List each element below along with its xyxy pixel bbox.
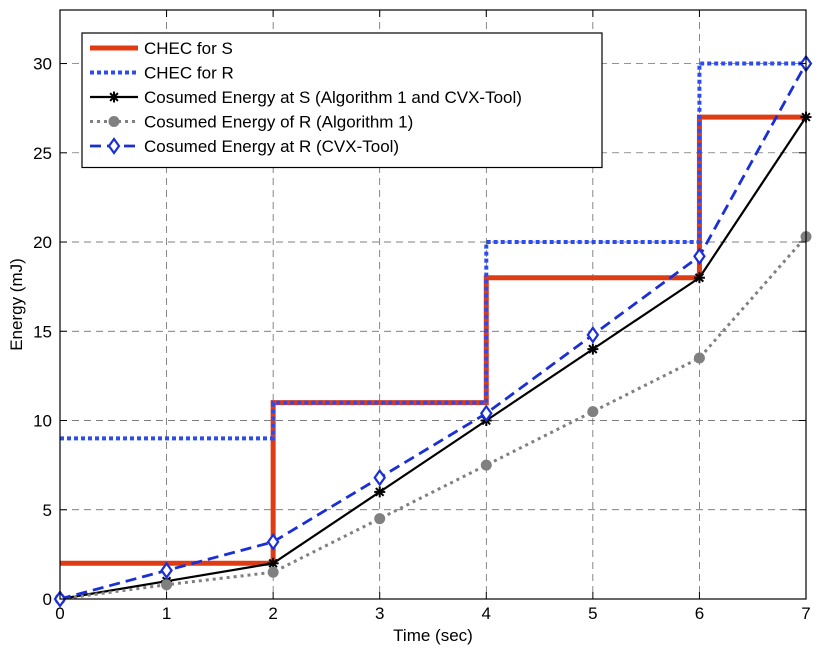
diamond-marker xyxy=(266,532,280,551)
x-axis-title: Time (sec) xyxy=(393,626,473,645)
series-line xyxy=(60,114,806,566)
series-cosumed-energy-at-r-cvx-tool xyxy=(53,54,813,608)
x-tick-label: 5 xyxy=(588,604,597,623)
ticks: 0 1 2 3 4 5 6 7 0 5 10 15 20 25 30 xyxy=(33,10,811,623)
legend-entry: Cosumed Energy at R (CVX-Tool) xyxy=(90,137,399,156)
asterisk-marker xyxy=(108,91,120,103)
diamond-marker xyxy=(479,404,493,423)
x-tick-label: 0 xyxy=(55,604,64,623)
x-tick-label: 6 xyxy=(695,604,704,623)
asterisk-marker xyxy=(374,486,386,498)
series-line xyxy=(59,235,808,601)
legend-label: CHEC for R xyxy=(144,64,234,83)
y-tick-label: 10 xyxy=(33,412,52,431)
y-tick-label: 30 xyxy=(33,55,52,74)
series-line xyxy=(59,116,807,601)
circle-marker xyxy=(108,116,120,127)
diamond-marker xyxy=(107,137,121,155)
series-line xyxy=(59,62,808,601)
y-tick-label: 20 xyxy=(33,233,52,252)
x-tick-label: 3 xyxy=(375,604,384,623)
legend-label: Cosumed Energy of R (Algorithm 1) xyxy=(144,113,413,132)
legend-entry: CHEC for S xyxy=(90,39,233,58)
y-axis-title: Energy (mJ) xyxy=(7,258,26,351)
series-layer xyxy=(53,54,813,608)
legend-entry: Cosumed Energy at S (Algorithm 1 and CVX… xyxy=(90,88,522,107)
legend-box xyxy=(81,32,603,169)
legend-entry: CHEC for R xyxy=(90,64,234,83)
x-tick-label: 7 xyxy=(801,604,810,623)
diamond-marker xyxy=(693,247,706,266)
asterisk-marker xyxy=(587,343,599,355)
diamond-marker xyxy=(586,325,600,344)
circle-marker xyxy=(161,579,173,591)
circle-marker xyxy=(480,459,492,471)
legend-label: CHEC for S xyxy=(144,39,233,58)
plot-frame xyxy=(59,9,807,600)
y-tick-label: 25 xyxy=(33,144,52,163)
legend-label: Cosumed Energy at S (Algorithm 1 and CVX… xyxy=(144,88,522,107)
circle-marker xyxy=(693,352,705,364)
circle-marker xyxy=(267,566,279,578)
asterisk-marker xyxy=(693,272,705,284)
series-chec-for-r xyxy=(60,61,806,441)
legend: CHEC for S CHEC for R Cosumed Energy at S … xyxy=(81,32,603,169)
x-tick-label: 4 xyxy=(482,604,491,623)
diamond-marker xyxy=(160,561,173,580)
circle-marker xyxy=(587,406,599,418)
series-chec-for-s xyxy=(60,114,806,566)
circle-marker xyxy=(374,513,386,525)
x-tick-label: 1 xyxy=(162,604,171,623)
legend-entry: Cosumed Energy of R (Algorithm 1) xyxy=(90,113,413,132)
series-line xyxy=(60,61,806,441)
legend-label: Cosumed Energy at R (CVX-Tool) xyxy=(144,137,399,156)
y-tick-label: 5 xyxy=(43,501,52,520)
diamond-marker xyxy=(373,468,387,487)
x-tick-label: 2 xyxy=(268,604,277,623)
y-tick-label: 15 xyxy=(33,322,52,341)
series-cosumed-energy-of-r-algorithm-1 xyxy=(54,231,812,605)
y-tick-label: 0 xyxy=(43,590,52,609)
